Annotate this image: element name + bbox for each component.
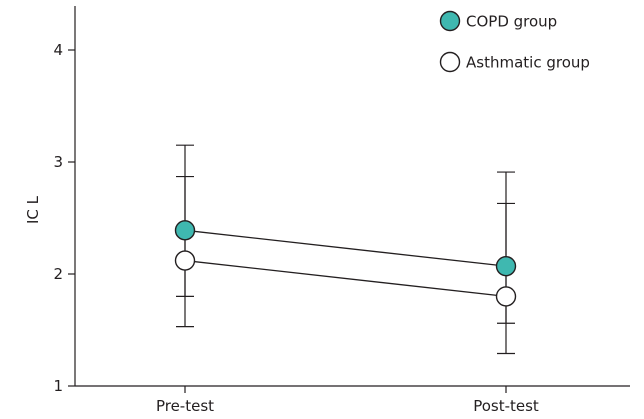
legend: COPD group Asthmatic group [439, 10, 590, 73]
axes: 1 2 3 4 Pre-test Post-test IC L [24, 6, 630, 415]
y-tick-label: 4 [53, 41, 63, 59]
legend-label: Asthmatic group [466, 54, 590, 72]
data-point [495, 286, 517, 307]
legend-marker [439, 10, 461, 32]
series-lines [184, 229, 507, 298]
y-tick-label: 3 [53, 153, 63, 171]
legend-label: COPD group [466, 13, 557, 31]
series-line [184, 229, 507, 267]
x-tick-label: Pre-test [156, 397, 214, 415]
x-tick-label: Post-test [473, 397, 539, 415]
error-bars [176, 144, 515, 355]
legend-marker [439, 51, 461, 73]
data-point [174, 220, 196, 241]
series-line [184, 259, 507, 298]
y-tick-label: 1 [53, 377, 63, 395]
y-axis-label: IC L [24, 195, 42, 224]
series-markers [174, 220, 517, 307]
y-tick-label: 2 [53, 265, 63, 283]
data-point [174, 250, 196, 271]
data-point [495, 255, 517, 277]
